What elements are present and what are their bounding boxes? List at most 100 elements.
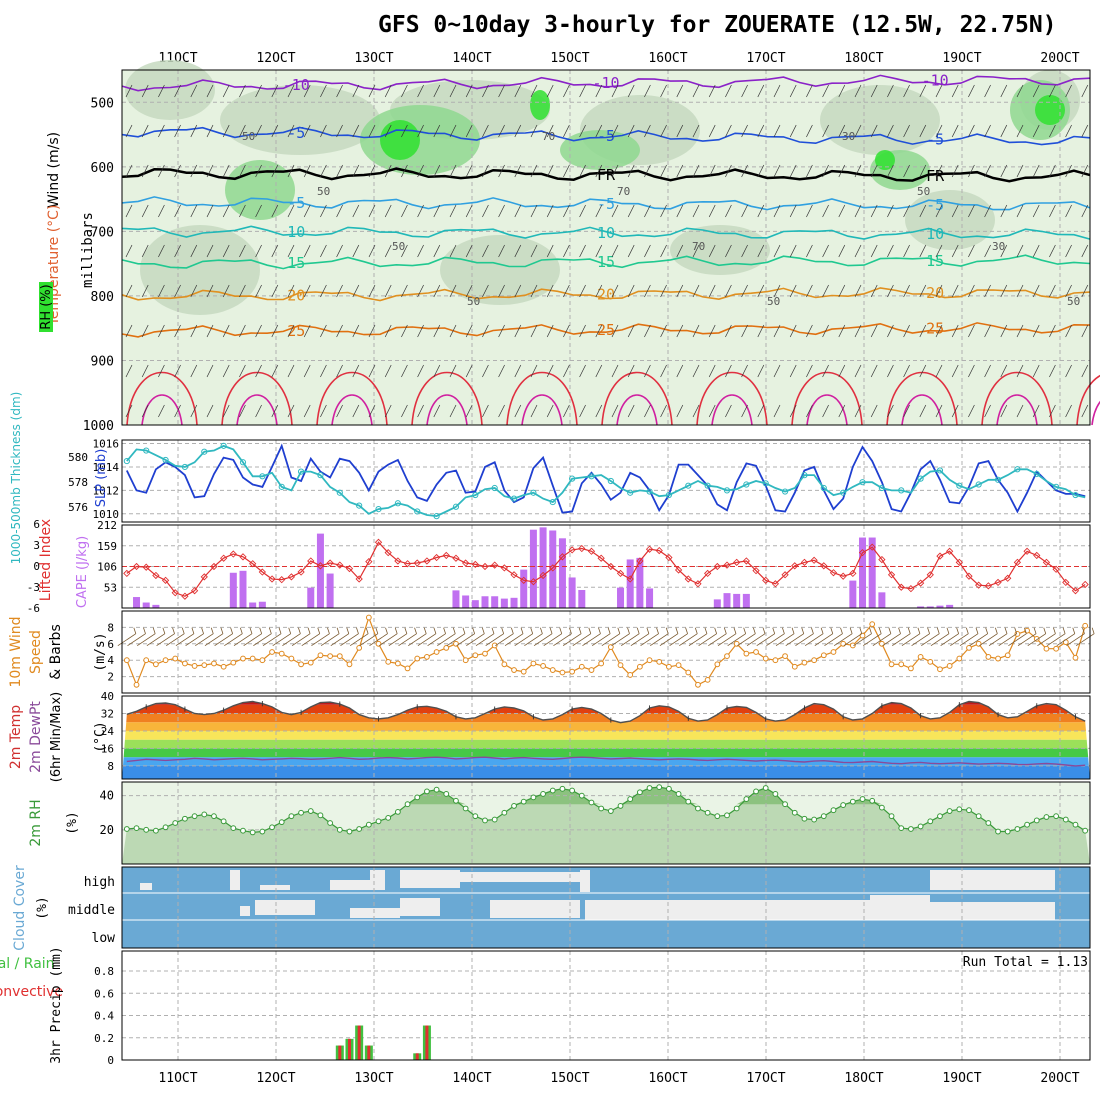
wind-barb — [757, 204, 765, 218]
wind-barb — [708, 633, 727, 647]
wind-barb — [368, 84, 376, 98]
wind-barb — [1032, 124, 1040, 138]
wind-barb — [191, 627, 195, 634]
cloud-clear-region — [580, 870, 590, 892]
wind-barb — [239, 627, 243, 634]
pressure-tick-label: 600 — [91, 161, 114, 176]
lifted-index-marker — [549, 564, 557, 572]
wind-barb — [627, 284, 635, 298]
temperature-contour — [411, 371, 483, 426]
wind-barb — [725, 204, 732, 218]
wind-barb — [611, 244, 619, 258]
wind-speed-marker — [598, 660, 605, 667]
wind-speed-marker — [259, 657, 266, 664]
wind-speed-marker — [404, 665, 411, 672]
cape-bar — [229, 572, 237, 608]
wind-barb — [919, 124, 927, 138]
wind-barb — [579, 244, 586, 258]
wind-speed-marker — [985, 654, 992, 660]
wind-barb — [595, 324, 603, 338]
wind-barb — [579, 404, 586, 418]
thickness-marker — [491, 484, 498, 492]
wind-barb — [514, 364, 522, 378]
wind-barb — [757, 124, 765, 138]
rh-contour-label: 70 — [542, 130, 555, 143]
temperature-contour — [601, 371, 673, 426]
wind-barb — [911, 633, 930, 647]
slp-thickness-frame — [121, 439, 1091, 523]
wind-barb — [773, 284, 781, 298]
lifted-index-marker — [665, 553, 673, 562]
cape-bar — [258, 601, 266, 608]
wind-barb — [368, 124, 376, 138]
wind-barb — [530, 164, 538, 178]
wind-barb — [287, 204, 295, 218]
wind-speed-marker — [424, 654, 430, 660]
lifted-index-marker — [897, 583, 905, 591]
cloud-clear-region — [930, 902, 1055, 920]
wind-barb — [298, 627, 301, 634]
rh-contour-label: 50 — [767, 295, 780, 308]
wind-barb — [352, 324, 360, 338]
wind-barb — [1081, 164, 1089, 178]
date-label-bottom: 11OCT — [158, 1071, 197, 1086]
wind-barb — [268, 627, 272, 634]
cape-tick-label: 106 — [97, 561, 117, 574]
wind-barb — [988, 633, 1008, 647]
wind-barb — [660, 84, 667, 98]
wind-barb — [887, 204, 894, 218]
rh2m-frame — [121, 781, 1091, 865]
wind-barb — [433, 364, 441, 378]
lifted-tick-label: 0 — [33, 560, 40, 573]
cloud-clear-region — [140, 883, 152, 890]
wind-barb — [349, 633, 369, 647]
cape-bar — [646, 588, 654, 608]
wind-tick-label: 6 — [107, 638, 114, 651]
wind-barb — [806, 364, 813, 378]
wind-barb — [204, 633, 224, 647]
wind-barb — [887, 324, 894, 338]
thickness-marker — [143, 447, 150, 454]
wind-barb — [806, 324, 813, 338]
wind-barb — [143, 627, 146, 634]
wind-barb — [417, 124, 424, 138]
rh-marker — [888, 813, 895, 820]
wind-barb — [919, 284, 927, 298]
wind-barb — [843, 633, 863, 647]
rh-marker — [956, 806, 963, 813]
wind-barb — [692, 404, 700, 418]
wind-speed-marker — [220, 663, 227, 670]
thickness-marker — [956, 482, 963, 489]
rh-marker — [666, 785, 672, 792]
rh-marker — [482, 817, 488, 824]
lifted-index-marker — [597, 554, 605, 562]
thickness-marker — [549, 498, 556, 506]
wind-barb — [485, 633, 504, 647]
date-label-bottom: 15OCT — [550, 1071, 589, 1086]
wind-speed-marker — [569, 668, 576, 675]
wind-barb — [984, 244, 991, 258]
lifted-index-marker — [868, 543, 876, 551]
wind-barb — [222, 164, 230, 178]
wind-speed-marker — [685, 669, 692, 676]
wind-barb — [578, 627, 582, 634]
wind-barb — [1027, 633, 1046, 647]
wind-barb — [968, 84, 975, 98]
wind-barb — [125, 244, 133, 258]
wind-speed-marker — [724, 653, 730, 659]
wind-barb — [206, 164, 214, 178]
wind-barb — [903, 124, 910, 138]
wind-barb — [775, 633, 795, 647]
cape-bar — [617, 587, 625, 608]
lifted-index-marker — [229, 550, 237, 558]
lifted-index-marker — [655, 546, 663, 555]
rh-marker — [937, 813, 943, 820]
wind-barb — [222, 324, 230, 338]
wind-barb — [543, 633, 562, 647]
temperature-band — [122, 730, 1090, 740]
wind-speed-marker — [152, 661, 159, 668]
thickness-marker — [394, 500, 401, 507]
thickness-marker — [627, 489, 634, 496]
wind-barb — [935, 324, 943, 338]
thickness-marker — [859, 479, 866, 486]
